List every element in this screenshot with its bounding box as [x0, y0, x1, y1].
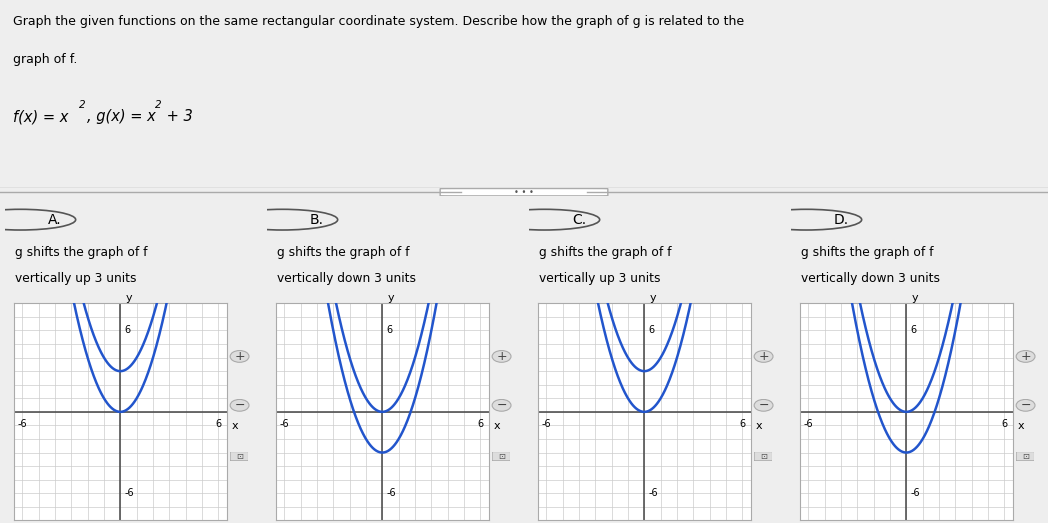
Text: -6: -6 [649, 488, 658, 498]
Text: −: − [759, 399, 769, 412]
Circle shape [755, 350, 773, 362]
FancyBboxPatch shape [493, 451, 510, 461]
Text: g shifts the graph of f: g shifts the graph of f [540, 246, 672, 259]
Text: 2: 2 [155, 100, 161, 110]
Circle shape [493, 350, 511, 362]
Circle shape [1017, 350, 1035, 362]
FancyBboxPatch shape [755, 451, 772, 461]
Text: -6: -6 [804, 418, 813, 429]
Circle shape [755, 400, 773, 411]
Text: ⊡: ⊡ [236, 452, 243, 461]
Text: +: + [235, 350, 245, 363]
Circle shape [493, 400, 511, 411]
Text: B.: B. [310, 213, 324, 226]
Text: y: y [911, 293, 918, 303]
Text: D.: D. [834, 213, 849, 226]
Text: 6: 6 [215, 418, 221, 429]
Text: y: y [387, 293, 394, 303]
Text: 6: 6 [649, 325, 655, 335]
Text: -6: -6 [280, 418, 289, 429]
Text: vertically up 3 units: vertically up 3 units [540, 272, 661, 285]
FancyBboxPatch shape [1017, 451, 1034, 461]
Text: x: x [494, 422, 500, 431]
Text: -6: -6 [18, 418, 27, 429]
Text: x: x [756, 422, 762, 431]
Circle shape [231, 350, 249, 362]
Text: y: y [125, 293, 132, 303]
Text: g shifts the graph of f: g shifts the graph of f [802, 246, 934, 259]
Text: +: + [1021, 350, 1031, 363]
Text: −: − [497, 399, 507, 412]
Text: ⊡: ⊡ [760, 452, 767, 461]
Text: g shifts the graph of f: g shifts the graph of f [278, 246, 410, 259]
Text: vertically up 3 units: vertically up 3 units [16, 272, 137, 285]
Text: −: − [1021, 399, 1031, 412]
Text: y: y [649, 293, 656, 303]
Text: -6: -6 [542, 418, 551, 429]
Text: f(x) = x: f(x) = x [13, 109, 68, 124]
Text: ⊡: ⊡ [1022, 452, 1029, 461]
Circle shape [1017, 400, 1035, 411]
Text: + 3: + 3 [162, 109, 193, 124]
Text: , g(x) = x: , g(x) = x [87, 109, 156, 124]
Text: vertically down 3 units: vertically down 3 units [802, 272, 940, 285]
Text: 6: 6 [387, 325, 393, 335]
Text: 6: 6 [1001, 418, 1007, 429]
Text: 6: 6 [477, 418, 483, 429]
Text: ⊡: ⊡ [498, 452, 505, 461]
Text: +: + [759, 350, 769, 363]
Text: −: − [235, 399, 245, 412]
Text: 2: 2 [79, 100, 85, 110]
Text: • • •: • • • [515, 188, 533, 197]
Text: -6: -6 [125, 488, 134, 498]
Text: Graph the given functions on the same rectangular coordinate system. Describe ho: Graph the given functions on the same re… [13, 15, 744, 28]
Text: x: x [232, 422, 238, 431]
Circle shape [231, 400, 249, 411]
Text: 6: 6 [739, 418, 745, 429]
Text: graph of f.: graph of f. [13, 53, 77, 66]
Text: 6: 6 [911, 325, 917, 335]
Text: A.: A. [48, 213, 62, 226]
Text: -6: -6 [911, 488, 920, 498]
Text: g shifts the graph of f: g shifts the graph of f [16, 246, 148, 259]
Text: +: + [497, 350, 507, 363]
Text: C.: C. [572, 213, 586, 226]
FancyBboxPatch shape [231, 451, 248, 461]
Text: x: x [1018, 422, 1024, 431]
FancyBboxPatch shape [440, 188, 608, 196]
Text: vertically down 3 units: vertically down 3 units [278, 272, 416, 285]
Text: 6: 6 [125, 325, 131, 335]
Text: -6: -6 [387, 488, 396, 498]
